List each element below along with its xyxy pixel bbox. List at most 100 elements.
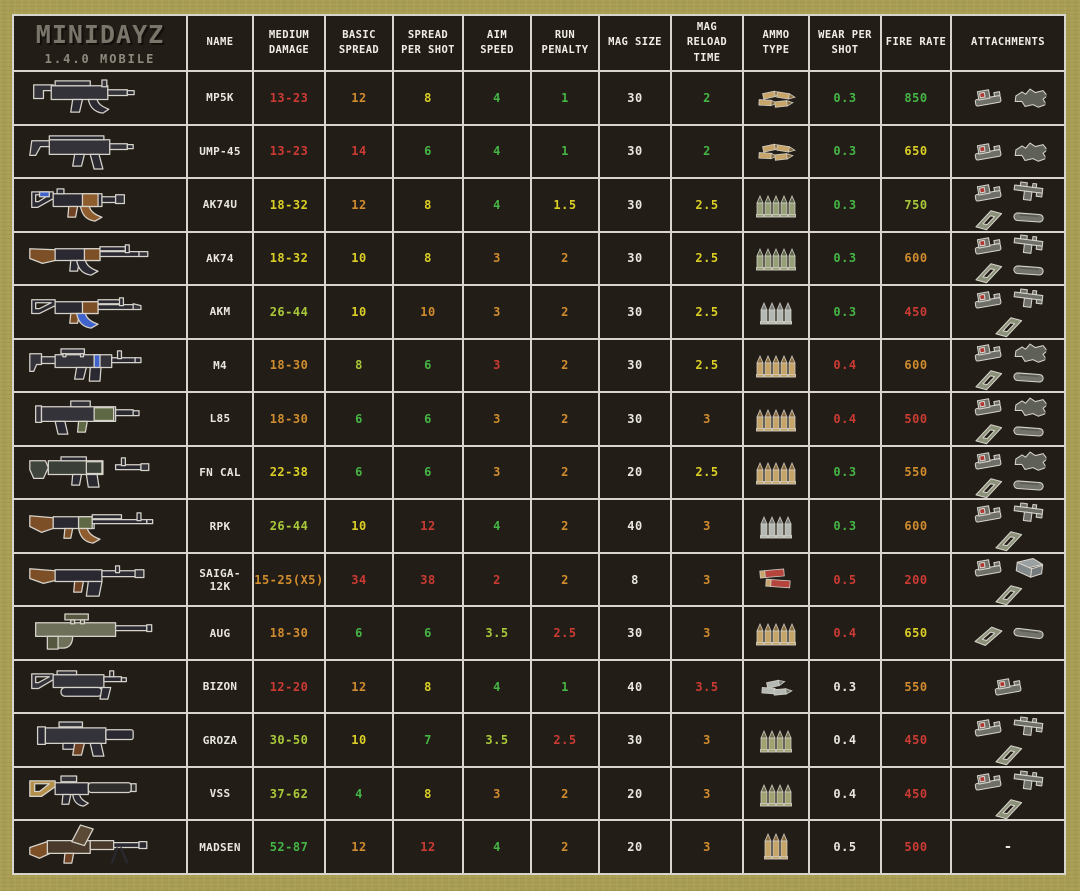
ammo-type-cell	[744, 446, 808, 499]
stat-aim-speed: 3	[464, 767, 530, 820]
attachments-cell	[952, 714, 1064, 766]
stat-spread-per-shot: 6	[394, 339, 462, 392]
red-dot-sight-icon	[969, 340, 1007, 369]
45acp-tan-pile-icon	[758, 144, 796, 162]
magazine-icon	[988, 575, 1028, 605]
suppressor-icon	[1010, 447, 1047, 475]
stat-run-penalty: 2	[532, 393, 598, 445]
column-header-basic-spread: BASIC SPREAD	[326, 16, 392, 70]
stat-fire-rate: 450	[882, 286, 950, 338]
rifle-tan-stand-icon	[756, 408, 797, 432]
stat-aim-speed: 4	[464, 500, 530, 552]
stat-mag-size: 30	[600, 393, 670, 445]
stat-spread-per-shot: 6	[394, 446, 462, 499]
magazine-icon	[969, 618, 1007, 649]
stat-aim-speed: 3	[464, 446, 530, 499]
tube-icon	[1011, 364, 1047, 391]
rifle-olive-stand-icon	[759, 783, 793, 807]
rifle-tan-stand-icon	[756, 462, 797, 485]
stat-basic-spread: 6	[326, 607, 392, 659]
column-header-aim-speed: AIM SPEED	[464, 16, 530, 70]
stat-wear-per-shot: 0.3	[810, 286, 880, 338]
stat-fire-rate: 550	[882, 660, 950, 713]
stat-aim-speed: 2	[464, 553, 530, 606]
column-header-medium-damage: MEDIUM DAMAGE	[254, 16, 324, 70]
rail-grip-icon	[1010, 714, 1047, 742]
stat-spread-per-shot: 7	[394, 714, 462, 766]
weapon-sprite-rpk	[14, 500, 186, 552]
stat-mag-reload-time: 2.5	[672, 179, 742, 231]
stat-run-penalty: 1	[532, 125, 598, 178]
red-dot-sight-icon	[969, 768, 1007, 797]
stat-aim-speed: 3	[464, 286, 530, 338]
stat-medium-damage: 18-30	[254, 393, 324, 445]
weapon-sprite-ak74u	[14, 179, 186, 231]
9mm-tan-pile-icon	[758, 90, 796, 108]
stat-spread-per-shot: 8	[394, 232, 462, 285]
stat-spread-per-shot: 8	[394, 660, 462, 713]
stat-wear-per-shot: 0.4	[810, 393, 880, 445]
attachments-cell	[952, 500, 1064, 552]
rail-grip-icon	[1010, 286, 1047, 314]
vss-gun-icon	[29, 775, 137, 807]
stat-fire-rate: 650	[882, 607, 950, 659]
weapon-name: AK74	[188, 232, 252, 285]
weapon-name: UMP-45	[188, 125, 252, 178]
stat-wear-per-shot: 0.3	[810, 446, 880, 499]
weapon-sprite-m4	[14, 339, 186, 392]
column-header-run-penalty: RUN PENALTY	[532, 16, 598, 70]
stat-basic-spread: 12	[326, 72, 392, 124]
stat-spread-per-shot: 10	[394, 286, 462, 338]
ammo-type-cell	[744, 767, 808, 820]
stat-mag-reload-time: 2	[672, 125, 742, 178]
ak74-gun-icon	[29, 244, 149, 276]
stat-wear-per-shot: 0.4	[810, 339, 880, 392]
tube-icon	[1011, 471, 1047, 498]
attachments-cell	[952, 179, 1064, 231]
ak74u-gun-icon	[31, 188, 126, 223]
stat-fire-rate: 750	[882, 179, 950, 231]
stat-run-penalty: 2.5	[532, 714, 598, 766]
column-header-fire-rate: FIRE RATE	[882, 16, 950, 70]
ammo-type-cell	[744, 821, 808, 873]
attachments-cell	[952, 553, 1064, 606]
weapon-name: AUG	[188, 607, 252, 659]
stat-fire-rate: 500	[882, 821, 950, 873]
saiga12k-gun-icon	[29, 565, 145, 597]
stat-basic-spread: 12	[326, 660, 392, 713]
stat-fire-rate: 500	[882, 393, 950, 445]
attachments-cell	[952, 339, 1064, 392]
weapon-name: FN CAL	[188, 446, 252, 499]
stat-basic-spread: 10	[326, 232, 392, 285]
weapon-sprite-madsen	[14, 821, 186, 873]
weapon-name: L85	[188, 393, 252, 445]
stat-run-penalty: 1	[532, 72, 598, 124]
stat-aim-speed: 3	[464, 339, 530, 392]
attachments-cell: -	[952, 821, 1064, 873]
stat-basic-spread: 10	[326, 500, 392, 552]
red-dot-sight-icon	[969, 554, 1007, 583]
stat-basic-spread: 6	[326, 446, 392, 499]
stat-medium-damage: 26-44	[254, 286, 324, 338]
weapon-name: MP5K	[188, 72, 252, 124]
stat-basic-spread: 10	[326, 286, 392, 338]
rifle-tan-stand-icon	[756, 623, 797, 646]
stat-fire-rate: 450	[882, 714, 950, 766]
stat-mag-size: 30	[600, 286, 670, 338]
ammo-type-cell	[744, 500, 808, 552]
stat-wear-per-shot: 0.4	[810, 607, 880, 659]
attachments-cell	[952, 393, 1064, 445]
stat-wear-per-shot: 0.3	[810, 660, 880, 713]
fncal-gun-icon	[29, 456, 150, 488]
stat-spread-per-shot: 38	[394, 553, 462, 606]
stat-aim-speed: 4	[464, 821, 530, 873]
stat-medium-damage: 18-32	[254, 232, 324, 285]
red-dot-sight-icon	[969, 179, 1007, 208]
stat-wear-per-shot: 0.3	[810, 179, 880, 231]
stat-wear-per-shot: 0.3	[810, 72, 880, 124]
rail-grip-icon	[1010, 500, 1047, 528]
stat-mag-reload-time: 3.5	[672, 660, 742, 713]
stat-wear-per-shot: 0.4	[810, 714, 880, 766]
stat-aim-speed: 4	[464, 72, 530, 124]
